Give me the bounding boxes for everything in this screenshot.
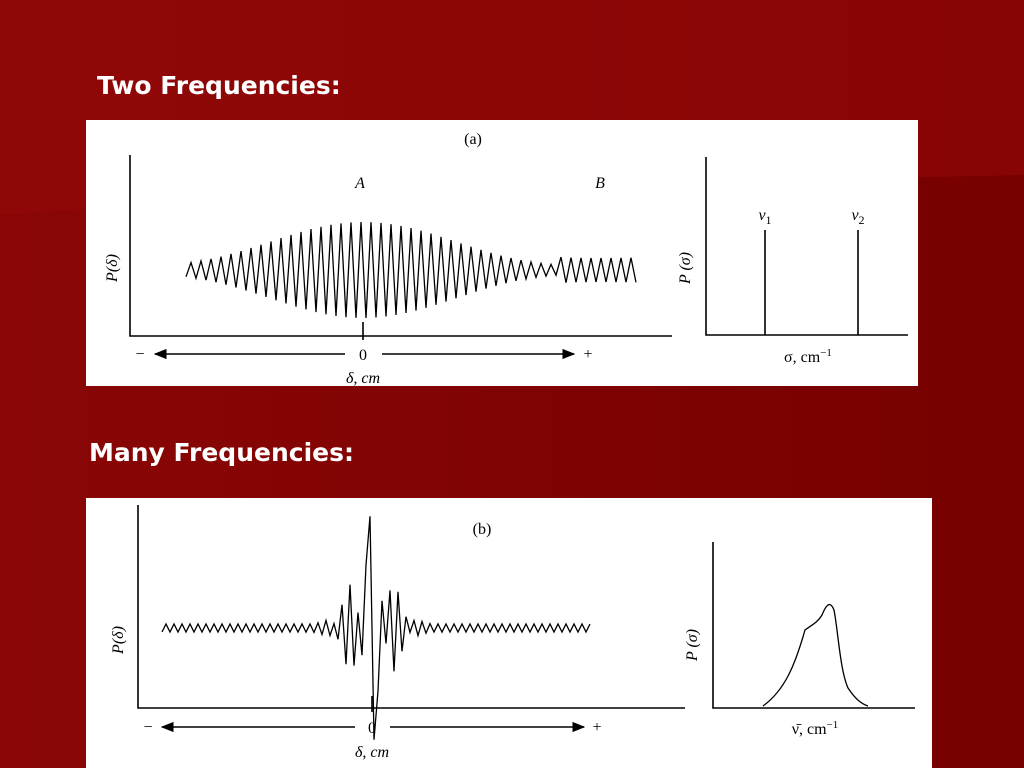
axes [137, 505, 685, 712]
line-label: ν1 [758, 207, 771, 227]
panel [86, 498, 932, 768]
y-label: P(δ) [104, 254, 121, 283]
axis-minus: − [143, 719, 152, 736]
axis-plus: + [592, 719, 601, 736]
x-label: δ, cm [346, 370, 380, 387]
spectrum-lines [705, 157, 908, 336]
axis-minus: − [135, 346, 144, 363]
figure-label: (a) [464, 131, 482, 148]
panel [86, 120, 918, 386]
axis-zero: 0 [368, 720, 376, 737]
waveform [185, 221, 637, 319]
axes [712, 542, 915, 709]
peak-label: A [354, 175, 365, 192]
axis-zero: 0 [359, 347, 367, 364]
heading: Many Frequencies: [89, 438, 354, 467]
y-label: P(δ) [110, 626, 127, 655]
x-label: σ, cm−1 [784, 347, 832, 366]
figure-b: (b) P(δ) − 0 + δ, cm P (σ) ν̄, cm−1 [86, 498, 932, 768]
spectrum-curve [762, 603, 869, 707]
line-label: ν2 [851, 207, 864, 227]
x-label: δ, cm [355, 744, 389, 761]
peak-label: B [595, 175, 605, 192]
waveform [161, 516, 591, 740]
axis-plus: + [583, 346, 592, 363]
figure-a: (a) A B P(δ) − 0 + δ, cm ν1 ν2 P (σ) σ, … [86, 120, 918, 387]
heading: Two Frequencies: [97, 71, 341, 100]
axes [129, 155, 672, 340]
y-label: P (σ) [677, 252, 694, 285]
y-label: P (σ) [684, 629, 701, 662]
figure-label: (b) [473, 521, 492, 538]
x-label: ν̄, cm−1 [792, 719, 839, 738]
